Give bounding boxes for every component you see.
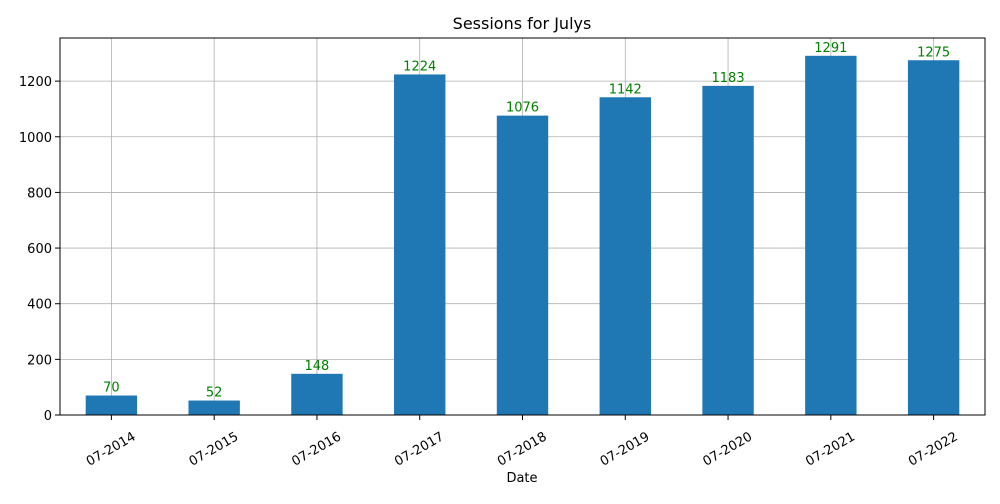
data-label-07-2018: 1076 (506, 101, 539, 116)
x-axis: 07-2014 07-2015 07-2016 07-2017 07-2018 07-20… (84, 415, 961, 470)
bar-07-2015 (188, 400, 240, 415)
x-tick-label-07-2022: 07-2022 (906, 429, 961, 469)
x-tick-label-07-2020: 07-2020 (701, 429, 756, 469)
y-tick-label: 600 (27, 242, 52, 257)
bar-07-2017 (394, 74, 446, 415)
x-axis-title: Date (506, 471, 537, 486)
data-label-07-2016: 148 (305, 359, 330, 374)
data-label-07-2015: 52 (206, 386, 223, 401)
y-tick-label: 800 (27, 186, 52, 201)
y-tick-label: 200 (27, 353, 52, 368)
bar-07-2021 (805, 55, 857, 415)
y-tick-label: 0 (44, 409, 52, 424)
data-label-07-2017: 1224 (403, 59, 436, 74)
chart-title: Sessions for Julys (453, 14, 592, 33)
bar-07-2016 (291, 373, 343, 415)
data-label-07-2021: 1291 (814, 41, 847, 56)
bars (85, 55, 960, 416)
x-tick-label-07-2014: 07-2014 (84, 429, 139, 469)
bar-07-2019 (599, 97, 651, 416)
data-label-07-2019: 1142 (609, 82, 642, 97)
y-tick-label: 400 (27, 298, 52, 313)
y-axis: 0 200 400 600 800 1000 1200 (19, 75, 60, 424)
data-label-07-2020: 1183 (712, 71, 745, 86)
x-tick-label-07-2021: 07-2021 (803, 429, 858, 469)
bar-07-2018 (496, 115, 549, 416)
x-tick-label-07-2016: 07-2016 (289, 429, 344, 469)
data-label-07-2022: 1275 (917, 45, 950, 60)
data-label-07-2014: 70 (103, 381, 120, 396)
x-tick-label-07-2018: 07-2018 (495, 429, 550, 469)
x-tick-label-07-2015: 07-2015 (187, 429, 242, 469)
x-tick-label-07-2019: 07-2019 (598, 429, 653, 469)
bar-07-2022 (907, 60, 960, 415)
x-tick-label-07-2017: 07-2017 (392, 429, 447, 469)
data-labels: 70 52 148 1224 1076 1142 1183 1291 1275 (103, 41, 950, 401)
y-tick-label: 1000 (19, 131, 52, 146)
bar-07-2014 (85, 395, 138, 415)
y-tick-label: 1200 (19, 75, 52, 90)
bar-07-2020 (702, 85, 754, 416)
